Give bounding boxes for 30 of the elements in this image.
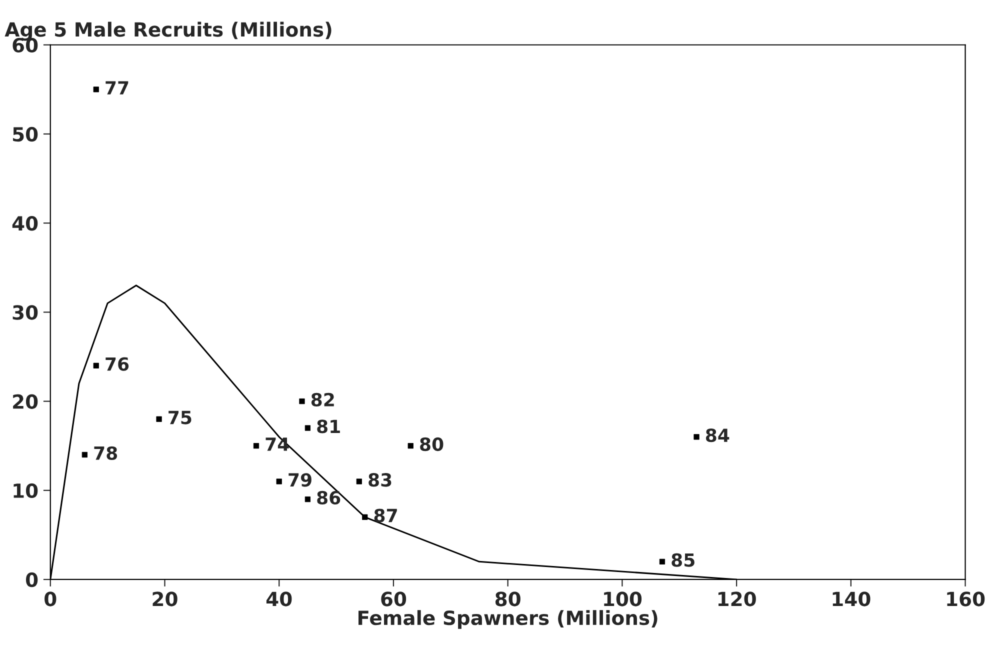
annotation: 74 (266, 438, 289, 451)
x-tick-label: 80 (495, 592, 520, 606)
y-tick-label: 50 (13, 126, 38, 142)
annotation: 82 (311, 392, 334, 407)
annotation: 78 (94, 446, 118, 460)
x-tick-label: 140 (832, 592, 870, 606)
annotation: 79 (288, 473, 312, 487)
x-tick-label: 160 (947, 592, 985, 606)
annotation: 84 (706, 428, 730, 442)
annotation: 86 (317, 490, 340, 505)
annotation: 80 (420, 437, 444, 452)
y-tick-label: 20 (13, 394, 38, 409)
annotation: 83 (368, 473, 392, 487)
annotation: 75 (168, 410, 192, 424)
x-tick-label: 60 (381, 592, 406, 606)
annotation: 76 (106, 357, 129, 371)
annotation: 87 (374, 508, 397, 522)
x-tick-label: 0 (44, 592, 56, 606)
y-tick-label: 0 (26, 572, 38, 588)
y-tick-label: 40 (12, 216, 38, 231)
x-tick-label: 40 (266, 592, 292, 606)
x-axis-title: Female Spawners (Millions) (358, 610, 658, 629)
x-tick-label: 20 (152, 592, 178, 606)
x-tick-label: 120 (718, 592, 756, 606)
annotation: 77 (106, 81, 128, 94)
annotation: 81 (317, 420, 340, 434)
x-tick-label: 100 (604, 592, 642, 606)
annotation: 85 (672, 553, 694, 567)
y-tick-label: 10 (14, 483, 38, 498)
y-tick-label: 30 (12, 305, 38, 320)
